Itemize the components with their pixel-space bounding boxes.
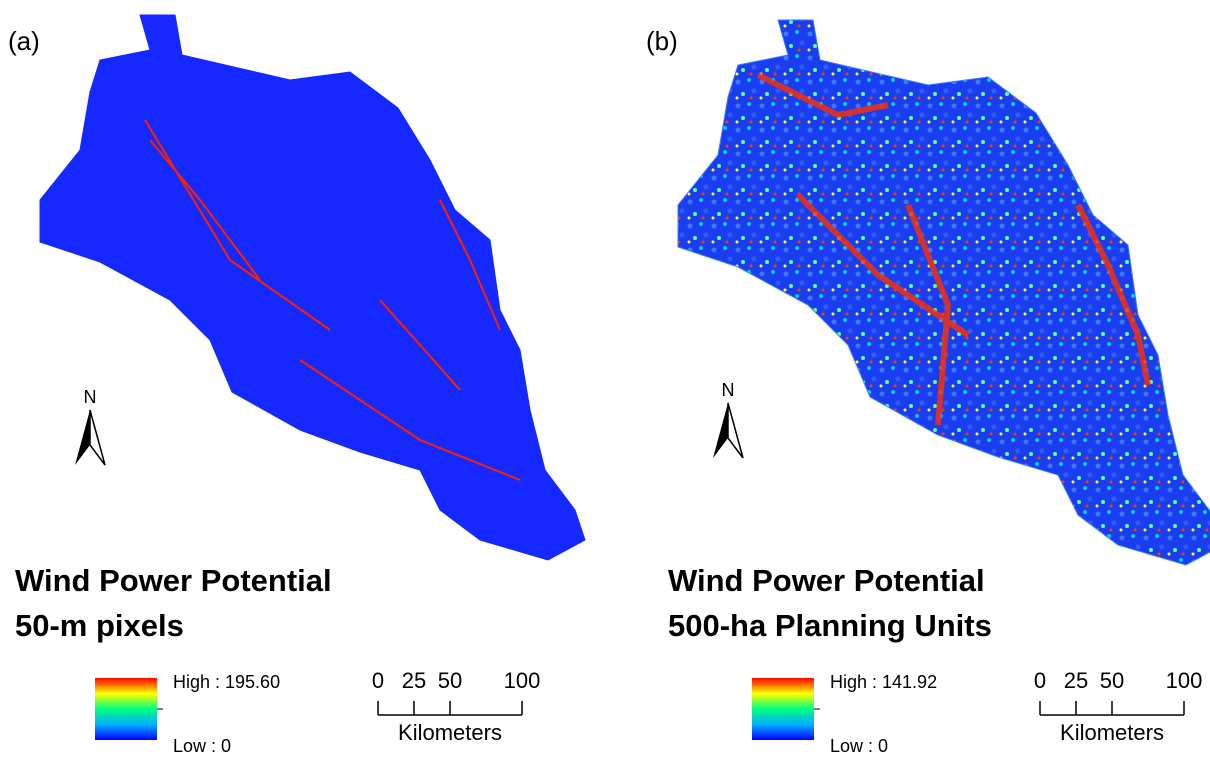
north-label: N <box>722 380 735 400</box>
north-label: N <box>84 387 97 407</box>
legend-high: High : 141.92 <box>830 672 937 692</box>
scale-label: 25 <box>402 668 426 693</box>
map-title: 500-ha Planning Units <box>668 608 992 643</box>
color-ramp <box>95 678 157 740</box>
scale-label: 0 <box>372 668 384 693</box>
legend-low: Low : 0 <box>173 736 231 756</box>
legend-low: Low : 0 <box>830 736 888 756</box>
map-title: Wind Power Potential <box>15 563 332 598</box>
north-arrow <box>89 409 106 466</box>
map-a <box>39 14 586 561</box>
scale-label: 50 <box>1100 668 1124 693</box>
legend-high: High : 195.60 <box>173 672 280 692</box>
map-title: Wind Power Potential <box>668 563 985 598</box>
scale-label: 25 <box>1064 668 1088 693</box>
scale-label: 50 <box>438 668 462 693</box>
north-arrow <box>75 410 90 465</box>
color-ramp <box>752 678 814 740</box>
scale-unit: Kilometers <box>398 720 502 745</box>
scale-label: 100 <box>504 668 541 693</box>
scale-label: 100 <box>1166 668 1203 693</box>
map-title: 50-m pixels <box>15 608 184 643</box>
scale-label: 0 <box>1034 668 1046 693</box>
scale-unit: Kilometers <box>1060 720 1164 745</box>
north-arrow <box>713 403 728 458</box>
panel-label: (a) <box>8 26 40 56</box>
north-arrow <box>727 402 744 459</box>
map-b <box>677 19 1210 566</box>
panel-label: (b) <box>646 26 678 56</box>
